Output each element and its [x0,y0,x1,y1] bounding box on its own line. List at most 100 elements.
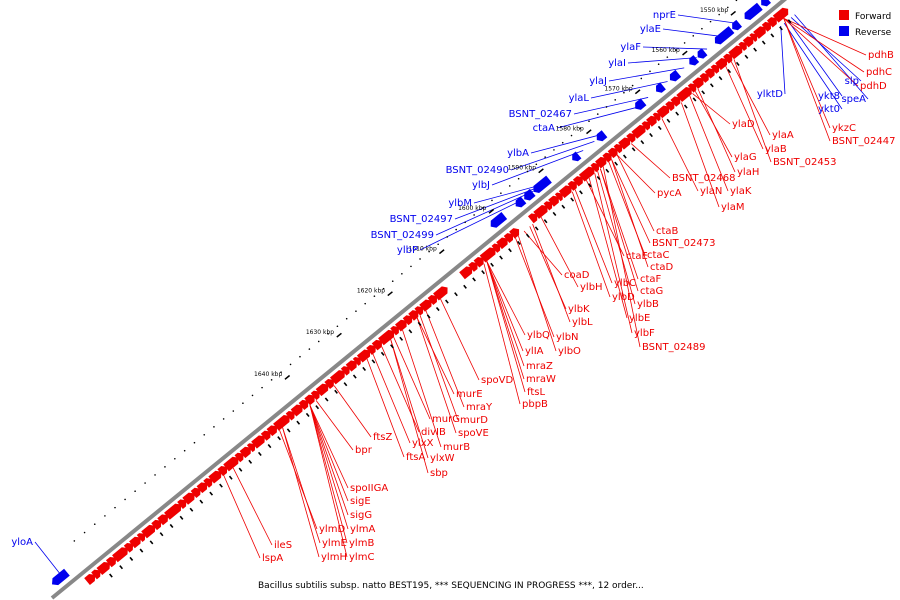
forward-gene-block[interactable] [324,378,334,390]
forward-gene-block[interactable] [468,261,478,272]
gene-label[interactable]: sigG [350,510,372,521]
gene-label[interactable]: ylaA [772,130,794,141]
forward-gene-block[interactable] [728,45,743,60]
forward-gene-block[interactable] [84,574,96,586]
gene-label[interactable]: ylaN [700,186,722,197]
forward-gene-block[interactable] [298,399,309,410]
gene-label[interactable]: ylbH [580,282,603,293]
gene-label[interactable]: ylaF [620,42,641,53]
forward-gene-block[interactable] [618,137,631,150]
gene-label[interactable]: mraY [466,402,493,413]
reverse-gene-block[interactable] [596,130,608,142]
forward-gene-block[interactable] [217,466,228,477]
gene-label[interactable]: lspA [262,553,283,564]
forward-gene-block[interactable] [123,542,134,553]
gene-label[interactable]: ylbE [629,313,650,324]
forward-gene-block[interactable] [196,482,208,494]
gene-label[interactable]: murG [432,414,460,425]
forward-gene-block[interactable] [208,470,222,484]
forward-gene-block[interactable] [527,213,538,224]
gene-label[interactable]: ylktD [757,89,783,100]
forward-gene-block[interactable] [533,204,548,219]
reverse-gene-block[interactable] [656,82,666,93]
forward-gene-block[interactable] [223,456,239,472]
gene-label[interactable]: ylbP [397,245,418,256]
forward-gene-block[interactable] [91,569,101,580]
gene-label[interactable]: slp [845,76,859,87]
forward-gene-block[interactable] [352,357,361,366]
gene-label[interactable]: BSNT_02467 [509,109,572,120]
forward-gene-block[interactable] [157,514,169,526]
gene-label[interactable]: ykzC [832,123,856,134]
forward-gene-block[interactable] [590,162,599,173]
forward-gene-block[interactable] [723,53,733,64]
forward-gene-block[interactable] [304,394,315,406]
forward-gene-block[interactable] [310,390,320,401]
forward-gene-block[interactable] [356,349,371,363]
gene-label[interactable]: ylbB [637,299,659,310]
gene-label[interactable]: ylxX [412,438,434,449]
reverse-gene-block[interactable] [533,175,552,193]
forward-gene-block[interactable] [473,257,484,268]
gene-label[interactable]: sigE [350,496,371,507]
forward-gene-block[interactable] [595,156,607,169]
forward-gene-block[interactable] [558,185,572,199]
gene-label[interactable]: ylaE [640,24,661,35]
forward-gene-block[interactable] [567,181,577,191]
gene-label[interactable]: ylbM [448,198,472,209]
forward-gene-block[interactable] [433,286,448,301]
gene-label[interactable]: murD [460,415,488,426]
forward-gene-block[interactable] [704,68,715,79]
gene-label[interactable]: ctaC [647,250,670,261]
gene-label[interactable]: ylxW [430,453,455,464]
gene-label[interactable]: ylbK [568,304,590,315]
forward-gene-block[interactable] [738,41,747,52]
gene-label[interactable]: BSNT_02468 [672,173,735,184]
gene-label[interactable]: nprE [653,10,676,21]
forward-gene-block[interactable] [260,430,271,441]
gene-label[interactable]: ylbN [556,332,579,343]
forward-gene-block[interactable] [496,237,508,250]
reverse-gene-block[interactable] [761,0,772,7]
gene-label[interactable]: ftsL [527,387,545,398]
forward-gene-block[interactable] [141,524,156,539]
reverse-gene-block[interactable] [635,98,647,110]
gene-label[interactable]: ylmE [322,538,347,549]
forward-gene-block[interactable] [687,83,697,93]
forward-gene-block[interactable] [371,339,382,351]
gene-label[interactable]: spoIIGA [350,483,388,494]
forward-gene-block[interactable] [427,295,438,305]
forward-gene-block[interactable] [151,519,162,531]
forward-gene-block[interactable] [509,228,520,239]
gene-label[interactable]: ylbO [558,346,581,357]
forward-gene-block[interactable] [503,233,514,243]
gene-label[interactable]: ctaA [533,123,556,134]
gene-label[interactable]: pdhB [868,50,894,61]
gene-label[interactable]: ylIA [525,346,544,357]
gene-label[interactable]: ykt0 [818,104,840,115]
gene-label[interactable]: ylmA [350,524,375,535]
forward-gene-block[interactable] [105,556,117,568]
forward-gene-block[interactable] [749,33,758,42]
forward-gene-block[interactable] [742,36,754,48]
forward-gene-block[interactable] [395,319,407,332]
forward-gene-block[interactable] [239,446,251,459]
gene-label[interactable]: BSNT_02447 [832,136,895,147]
gene-label[interactable]: ylaI [608,58,626,69]
forward-gene-block[interactable] [631,124,646,139]
forward-gene-block[interactable] [273,415,290,431]
reverse-gene-block[interactable] [669,69,682,82]
forward-gene-block[interactable] [390,325,399,336]
gene-label[interactable]: BSNT_02453 [773,157,836,168]
gene-label[interactable]: ylmH [321,552,347,563]
gene-label[interactable]: ylaL [569,93,590,104]
forward-gene-block[interactable] [761,21,771,32]
gene-label[interactable]: divIB [421,427,446,438]
gene-label[interactable]: pbpB [522,399,548,410]
forward-gene-block[interactable] [548,195,559,207]
forward-gene-block[interactable] [692,77,704,89]
gene-label[interactable]: BSNT_02499 [371,230,434,241]
gene-label[interactable]: ylaD [732,119,755,130]
forward-gene-block[interactable] [251,435,265,449]
gene-label[interactable]: ctaF [640,274,662,285]
